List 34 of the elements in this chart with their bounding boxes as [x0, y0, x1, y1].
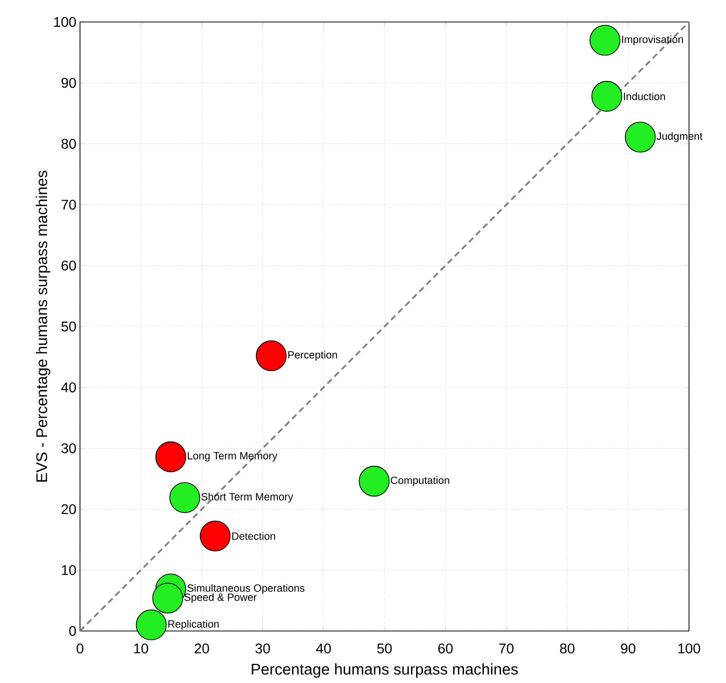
y-tick-label: 70: [62, 200, 76, 210]
x-tick-label: 30: [255, 644, 270, 654]
annotation: Perception: [288, 350, 337, 361]
y-tick-label: 50: [61, 322, 76, 332]
annotation: Long Term Memory: [188, 452, 278, 462]
x-tick-label: 90: [620, 644, 636, 654]
y-tick-label: 90: [62, 78, 76, 88]
x-tick-label: 20: [194, 644, 210, 654]
annotation: Improvisation: [622, 35, 683, 46]
y-axis-title: EVS - Percentage humans surpass machines: [36, 170, 50, 482]
y-tick-label: 10: [62, 565, 76, 576]
x-tick-label: 70: [499, 644, 514, 654]
annotation: Simultaneous Operations: [187, 584, 304, 594]
x-axis-title: Percentage humans surpass machines: [252, 663, 518, 678]
y-tick-label: 60: [62, 260, 76, 271]
x-tick-label: 0: [76, 644, 84, 654]
y-tick-label: 100: [54, 17, 76, 27]
y-tick-label: 40: [61, 382, 76, 392]
y-tick-label: 80: [62, 138, 76, 149]
x-tick-label: 10: [134, 644, 148, 654]
y-tick-label: 20: [62, 504, 76, 514]
x-tick-label: 60: [438, 644, 453, 654]
x-tick-label: 50: [377, 644, 392, 654]
annotation: Induction: [624, 92, 665, 100]
x-tick-label: 100: [678, 644, 700, 654]
annotation: Replication: [168, 620, 219, 630]
x-tick-label: 40: [316, 644, 331, 654]
annotation: Speed & Power: [184, 593, 257, 603]
x-tick-label: 80: [560, 644, 574, 654]
annotation: Detection: [232, 532, 276, 540]
annotation: Computation: [390, 476, 450, 486]
annotation: Short Term Memory: [201, 492, 294, 503]
y-tick-label: 0: [69, 626, 76, 636]
y-tick-label: 30: [61, 443, 76, 454]
